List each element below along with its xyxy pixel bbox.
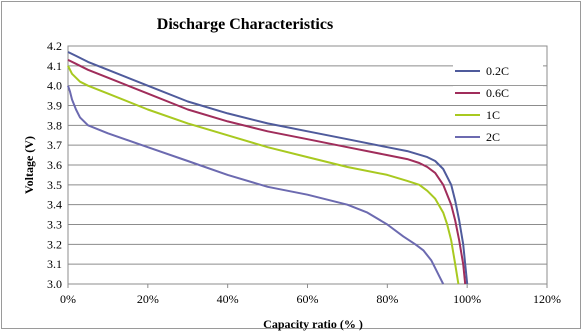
y-tick-label: 3.2 [47, 237, 62, 251]
y-tick-label: 3.3 [47, 218, 62, 232]
x-axis-label: Capacity ratio (% ) [263, 317, 363, 331]
series-line-1c [67, 65, 460, 285]
y-tick-label: 3.8 [47, 118, 62, 132]
legend-label: 0.6C [486, 86, 509, 100]
series-line-0-2c [67, 51, 469, 285]
x-tick-label: 100% [453, 292, 481, 306]
series-lines [67, 51, 469, 285]
y-tick-label: 4.0 [47, 79, 62, 93]
y-tick-label: 3.4 [47, 198, 62, 212]
legend-bg [453, 86, 543, 100]
legend-bg [453, 64, 543, 78]
axes [67, 45, 548, 288]
x-tick-label: 120% [533, 292, 561, 306]
legend-bg [453, 108, 543, 122]
x-tick-label: 80% [376, 292, 398, 306]
chart-title: Discharge Characteristics [157, 16, 333, 33]
legend-label: 2C [486, 130, 500, 144]
x-tick-label: 20% [137, 292, 159, 306]
legend-label: 0.2C [486, 64, 509, 78]
x-tick-labels: 0% 20% 40% 60% 80% 100% 120% [60, 292, 561, 306]
y-tick-labels: 3.0 3.1 3.2 3.3 3.4 3.5 3.6 3.7 3.8 3.9 4.0 4.1 4.2 [47, 39, 62, 291]
y-tick-label: 3.5 [47, 178, 62, 192]
legend-label: 1C [486, 108, 500, 122]
x-tick-label: 40% [217, 292, 239, 306]
y-axis-label: Voltage (V) [22, 136, 36, 194]
y-tick-label: 3.9 [47, 99, 62, 113]
series-line-0-6c [67, 59, 467, 285]
y-tick-label: 3.1 [47, 257, 62, 271]
legend: 0.2C 0.6C 1C 2C [453, 64, 543, 144]
x-tick-label: 0% [60, 292, 76, 306]
y-tick-label: 3.6 [47, 158, 62, 172]
y-tick-label: 3.0 [47, 277, 62, 291]
series-line-2c [67, 85, 445, 285]
y-tick-label: 4.1 [47, 59, 62, 73]
x-tick-label: 60% [297, 292, 319, 306]
y-tick-label: 4.2 [47, 39, 62, 53]
y-tick-label: 3.7 [47, 138, 62, 152]
legend-bg [453, 130, 543, 144]
